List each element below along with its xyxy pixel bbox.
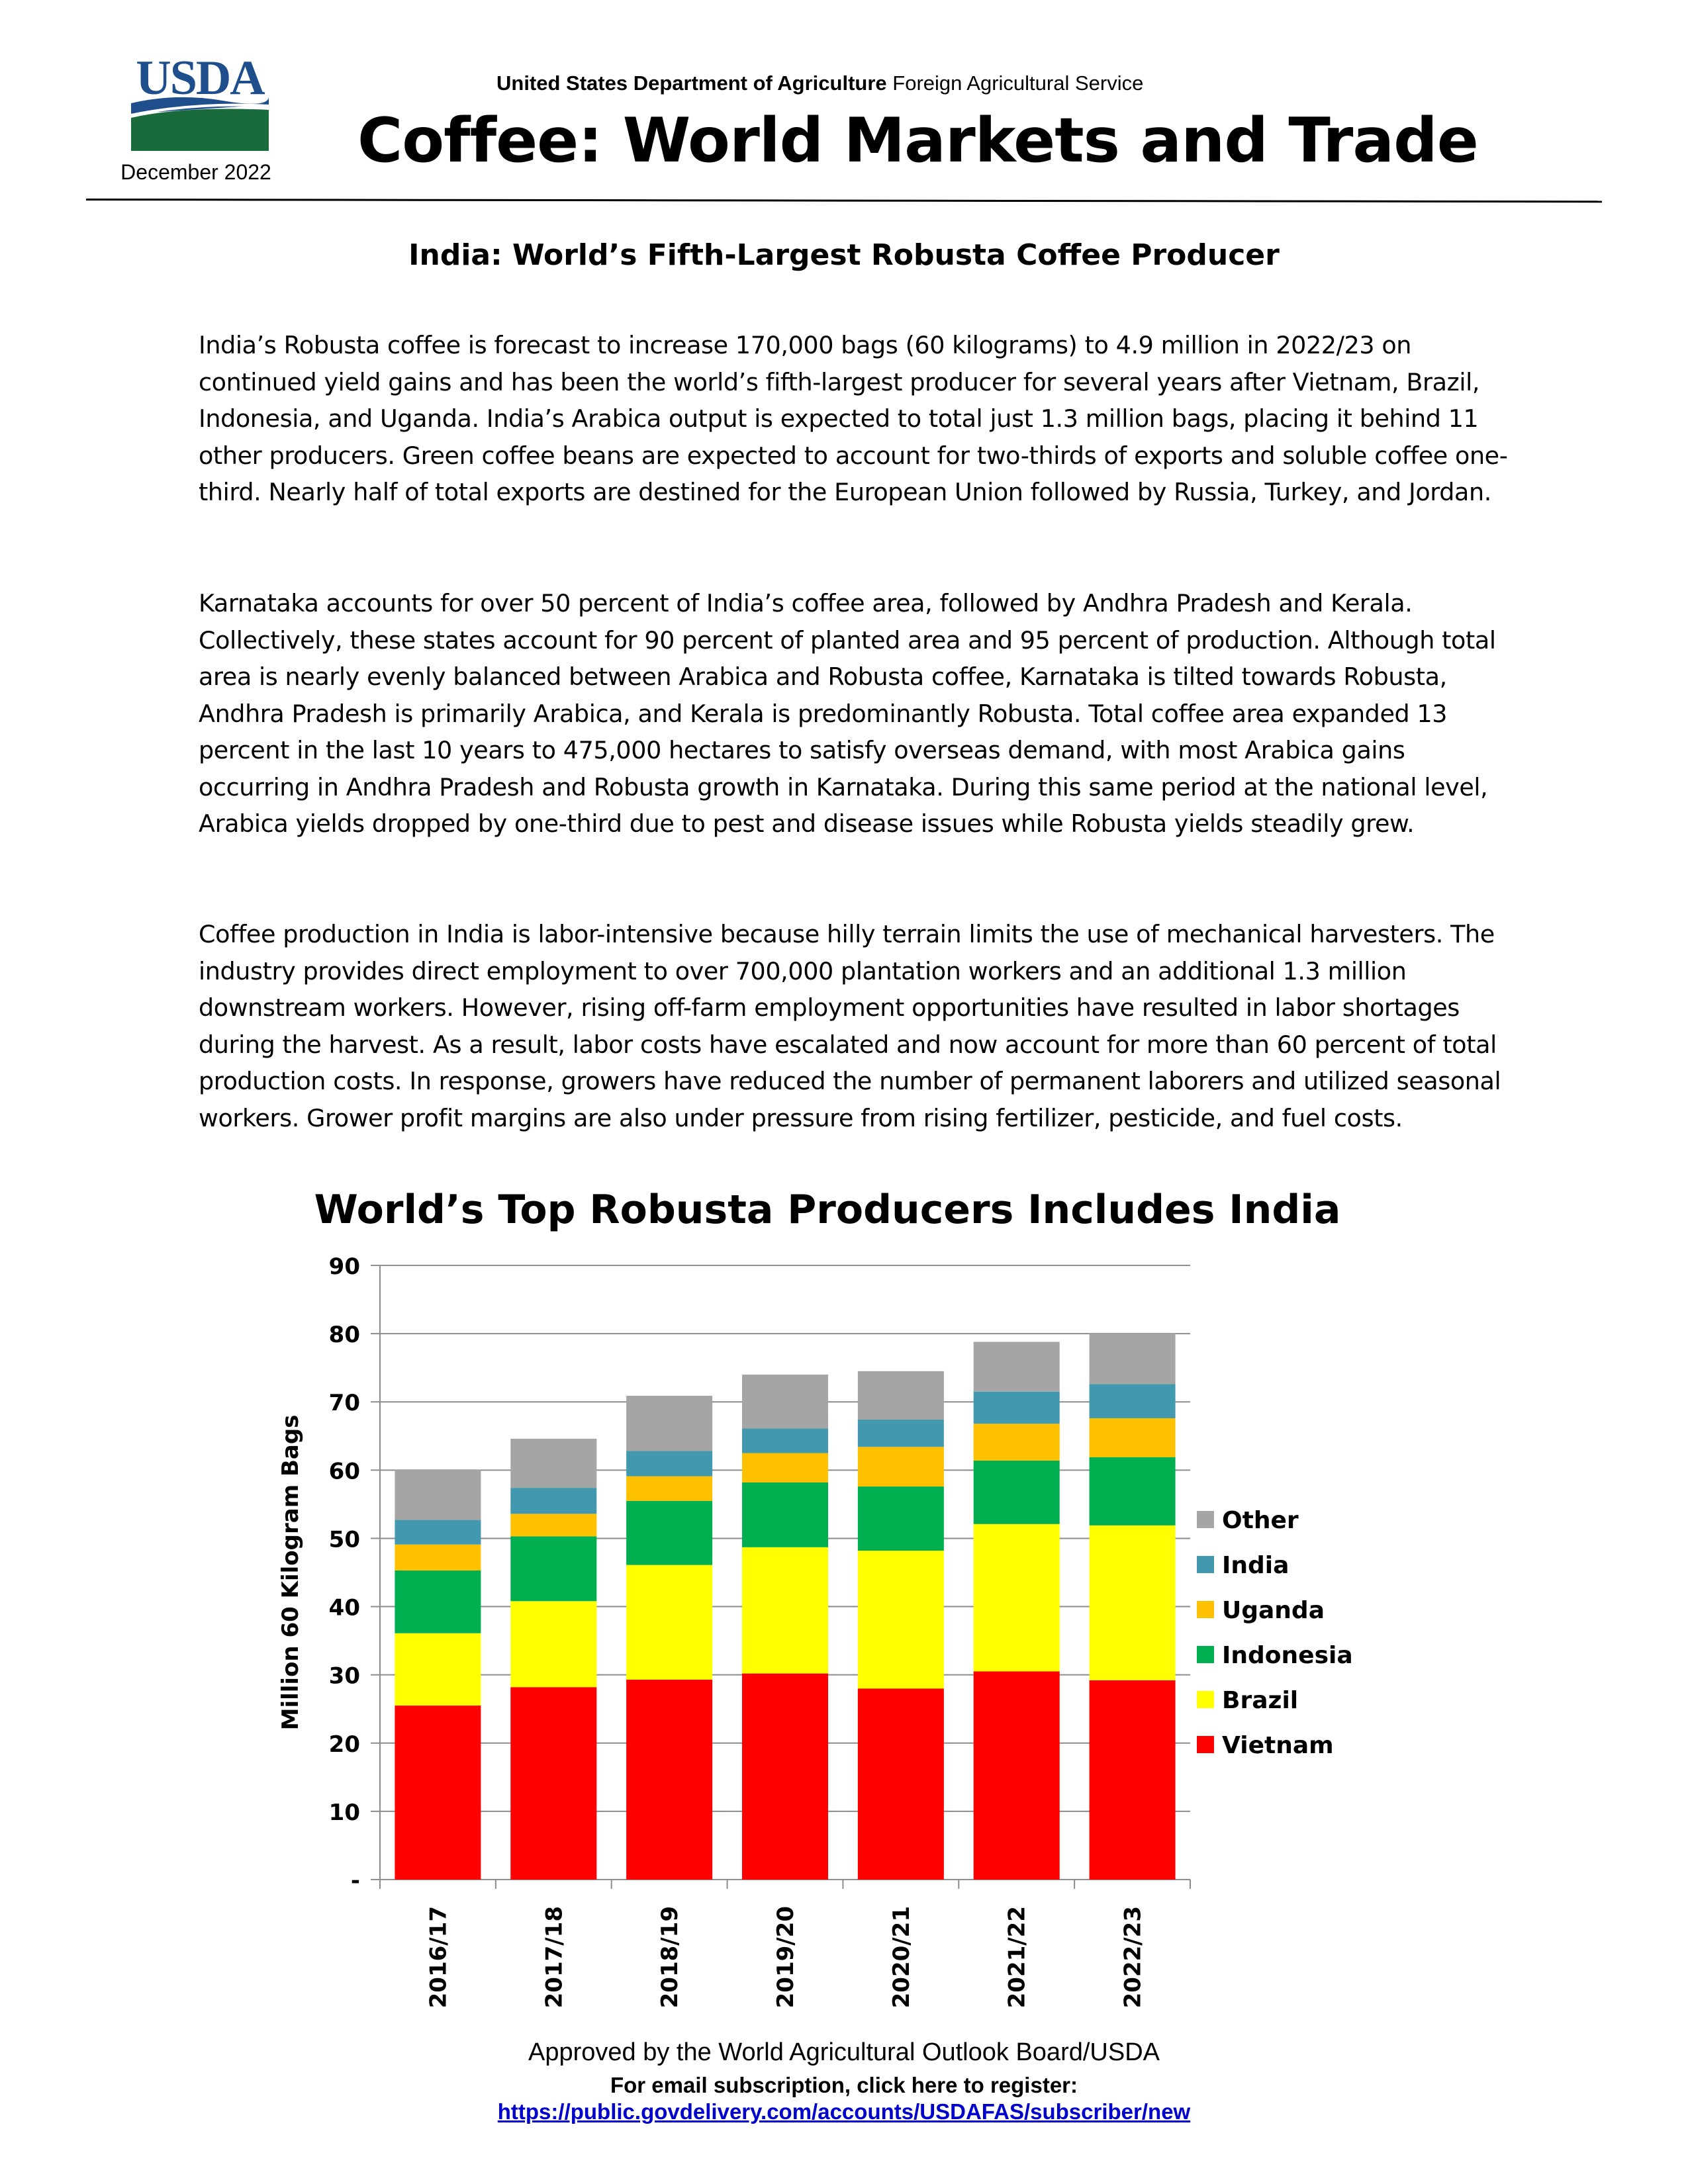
legend-swatch-india [1197, 1556, 1214, 1573]
bar-segment-india [742, 1428, 828, 1453]
bar-segment-brazil [742, 1547, 828, 1674]
bar-segment-vietnam [973, 1671, 1060, 1880]
bar-segment-indonesia [510, 1536, 597, 1602]
paragraph-2: Karnataka accounts for over 50 percent o… [199, 589, 1496, 838]
legend-label-vietnam: Vietnam [1222, 1732, 1334, 1759]
bar-segment-vietnam [857, 1688, 944, 1880]
legend-swatch-uganda [1197, 1601, 1214, 1618]
x-tick-label: 2016/17 [425, 1906, 451, 2008]
y-tick-label: 90 [329, 1253, 360, 1280]
bar-segment-brazil [395, 1633, 481, 1706]
bar-segment-other [395, 1469, 481, 1520]
header-divider [85, 199, 1602, 203]
section-heading: India: World’s Fifth-Largest Robusta Cof… [408, 238, 1280, 272]
y-tick-label: 60 [329, 1458, 360, 1484]
stacked-bar-chart: - 10 20 30 40 50 60 70 80 90 Million 60 Kilogram B… [277, 1253, 1353, 2008]
y-tick-label: 80 [329, 1322, 360, 1348]
bar-segment-uganda [857, 1447, 944, 1487]
bar-segment-vietnam [1089, 1680, 1176, 1880]
bar-segment-vietnam [510, 1687, 597, 1880]
bar-segment-brazil [857, 1551, 944, 1689]
y-tick-label: 50 [329, 1526, 360, 1553]
bar-segment-other [742, 1374, 828, 1429]
bar-segment-brazil [510, 1601, 597, 1688]
issue-date: December 2022 [120, 160, 271, 184]
legend-label-uganda: Uganda [1222, 1597, 1325, 1624]
usda-logo: USDA [130, 54, 269, 151]
legend-label-india: India [1222, 1552, 1289, 1579]
x-tick-label: 2017/18 [541, 1906, 567, 2008]
agency-name: United States Department of Agriculture [496, 71, 887, 95]
bar-segment-brazil [1089, 1525, 1176, 1680]
x-tick-label: 2018/19 [657, 1906, 683, 2008]
bar-segment-vietnam [395, 1706, 481, 1880]
x-tick-label: 2020/21 [888, 1906, 915, 2008]
report-title: Coffee: World Markets and Trade [357, 105, 1479, 176]
legend-swatch-other [1197, 1511, 1214, 1528]
bar-segment-uganda [510, 1514, 597, 1537]
bar-segment-indonesia [742, 1482, 828, 1547]
bar-segment-india [857, 1420, 944, 1447]
bar-segment-other [857, 1371, 944, 1420]
bar-segment-uganda [1089, 1418, 1176, 1457]
bar-segment-indonesia [1089, 1457, 1176, 1525]
paragraph-3: Coffee production in India is labor-inte… [199, 920, 1501, 1132]
footer-approved: Approved by the World Agricultural Outlo… [528, 2038, 1160, 2066]
bar-segment-indonesia [395, 1570, 481, 1633]
bar-segment-other [510, 1438, 597, 1488]
agency-line: United States Department of Agriculture … [496, 71, 1357, 95]
bar-segment-india [626, 1451, 713, 1477]
chart-title: World’s Top Robusta Producers Includes I… [314, 1187, 1341, 1233]
bar-segment-indonesia [973, 1460, 1060, 1524]
bar-segment-vietnam [742, 1673, 828, 1880]
legend-swatch-brazil [1197, 1691, 1214, 1708]
y-tick-label: 30 [329, 1663, 360, 1690]
bar-segment-india [510, 1488, 597, 1514]
bar-segment-other [626, 1395, 713, 1451]
bar-segment-other [1089, 1334, 1176, 1385]
bar-segment-indonesia [857, 1486, 944, 1551]
paragraph-1: India’s Robusta coffee is forecast to in… [199, 331, 1508, 506]
legend-swatch-indonesia [1197, 1646, 1214, 1663]
footer-subscribe: For email subscription, click here to re… [610, 2073, 1078, 2097]
bar-segment-uganda [742, 1453, 828, 1482]
bar-segment-india [395, 1520, 481, 1545]
y-tick-label: 10 [329, 1799, 360, 1826]
agency-service: Foreign Agricultural Service [886, 71, 1144, 95]
legend-label-brazil: Brazil [1222, 1687, 1298, 1714]
y-tick-label: - [351, 1868, 360, 1894]
y-tick-label: 20 [329, 1731, 360, 1758]
legend-swatch-vietnam [1197, 1736, 1214, 1753]
legend-label-indonesia: Indonesia [1222, 1642, 1353, 1669]
bar-segment-india [1089, 1384, 1176, 1418]
x-tick-label: 2019/20 [773, 1906, 799, 2008]
bar-segment-uganda [626, 1476, 713, 1501]
usda-logo-text: USDA [136, 54, 265, 105]
bar-segment-uganda [395, 1544, 481, 1570]
subscription-link[interactable]: https://public.govdelivery.com/accounts/… [497, 2099, 1191, 2124]
bar-segment-brazil [973, 1524, 1060, 1672]
y-axis-label: Million 60 Kilogram Bags [277, 1415, 304, 1731]
bar-segment-india [973, 1391, 1060, 1424]
bar-segment-brazil [626, 1565, 713, 1680]
bar-segment-other [973, 1342, 1060, 1392]
bar-segment-vietnam [626, 1679, 713, 1880]
legend-label-other: Other [1222, 1507, 1299, 1534]
y-tick-label: 40 [329, 1595, 360, 1621]
bar-segment-indonesia [626, 1500, 713, 1565]
x-tick-label: 2022/23 [1120, 1906, 1147, 2008]
y-tick-label: 70 [329, 1390, 360, 1416]
x-tick-label: 2021/22 [1004, 1906, 1031, 2008]
bar-segment-uganda [973, 1424, 1060, 1461]
